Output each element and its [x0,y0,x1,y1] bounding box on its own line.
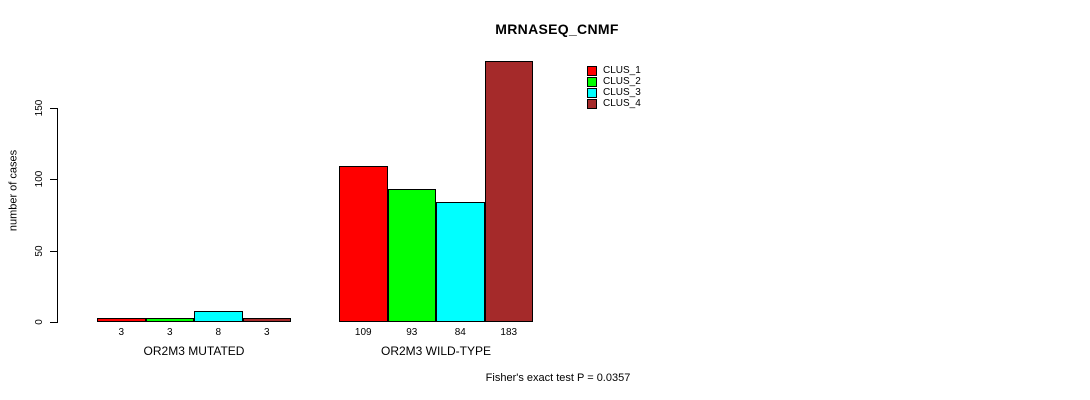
annotation-text: Fisher's exact test P = 0.0357 [485,372,631,384]
bar-value-label: 93 [406,327,418,338]
legend-swatch-clus_3 [587,87,597,98]
bar-value-label: 3 [263,327,270,338]
legend-label-clus_2: CLUS_2 [603,75,641,87]
y-tick-mark [50,250,57,252]
bar-clus_3-1 [194,310,243,322]
bar-clus_4-1 [242,317,291,322]
x-category-label: OR2M3 MUTATED [143,344,245,358]
y-tick-label: 100 [34,170,45,188]
bar-value-label: 109 [354,327,372,338]
bar-clus_2-1 [145,317,194,322]
y-axis-line [57,108,58,323]
bar-value-label: 183 [500,327,518,338]
bar-clus_4-2 [484,60,533,322]
bar-clus_3-2 [436,202,485,322]
legend-swatch-clus_2 [587,76,597,87]
bar-clus_2-2 [387,189,436,322]
legend-label-clus_4: CLUS_4 [603,97,641,109]
y-tick-mark [50,108,57,109]
legend-label-clus_3: CLUS_3 [603,86,641,98]
y-tick-mark [50,322,57,323]
bar-clus_1-1 [97,317,146,322]
bar-value-label: 8 [215,327,222,338]
y-tick-mark [50,179,57,181]
y-tick-label: 0 [34,319,45,325]
legend-label-clus_1: CLUS_1 [603,64,641,76]
legend-swatch-clus_1 [587,65,597,76]
x-category-label: OR2M3 WILD-TYPE [380,344,491,358]
chart-title: MRNASEQ_CNMF [495,21,619,37]
bar-value-label: 84 [454,327,466,338]
y-axis-label: number of cases [7,149,20,232]
bar-value-label: 3 [166,327,173,338]
bar-value-label: 3 [118,327,125,338]
y-tick-label: 150 [34,99,45,117]
legend-swatch-clus_4 [587,98,597,109]
y-tick-label: 50 [34,245,45,257]
bar-clus_1-2 [339,166,388,322]
